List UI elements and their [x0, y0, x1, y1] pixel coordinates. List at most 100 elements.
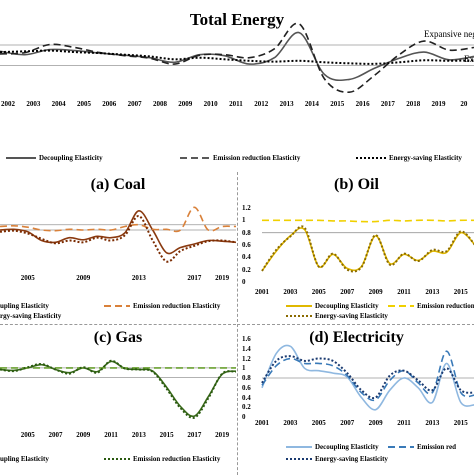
y-tick-label: 0.8 — [242, 228, 251, 237]
y-tick-label: 1.4 — [242, 344, 251, 353]
legend-item: rgy-saving Elasticity — [0, 312, 62, 320]
x-tick-label: 2001 — [255, 288, 269, 296]
x-tick-label: 2008 — [152, 100, 167, 108]
x-tick-label: 2007 — [340, 419, 355, 427]
panel-oil: (b) Oil 2001 2003 2005 2007 2009 2011 2013 2015… — [237, 172, 474, 322]
y-tick-label: 1 — [242, 216, 246, 225]
x-tick-label: 2011 — [104, 431, 118, 439]
legend-item: Energy-saving Elasticity — [286, 455, 388, 463]
x-tick-label: 2013 — [131, 274, 146, 282]
annotation: Ex — [464, 54, 474, 64]
series-line — [261, 344, 474, 411]
x-tick-label: 2015 — [330, 100, 345, 108]
y-tick-label: 1.2 — [242, 204, 251, 212]
y-tick-label: 0.8 — [242, 374, 251, 382]
x-tick-label: 20 — [460, 100, 468, 108]
x-tick-label: 2015 — [453, 288, 468, 296]
panel-total-energy: Total Energy Expansive neg Ex 2002 2003 20… — [0, 0, 474, 170]
x-tick-label: 2014 — [304, 100, 319, 108]
legend-item: Emission reduction Elasticity — [180, 154, 301, 162]
x-tick-label: 2019 — [215, 431, 230, 439]
series-line — [261, 350, 474, 402]
x-tick-label: 2011 — [397, 288, 411, 296]
panel-gas: (c) Gas 2005 2007 2009 2011 2013 2015 2017 2019… — [0, 324, 236, 475]
y-tick-label: 0.6 — [242, 241, 251, 249]
x-tick-label: 2009 — [368, 419, 383, 427]
x-tick-label: 2017 — [187, 431, 202, 439]
legend-item: Emission reduction Elasticity — [104, 302, 221, 310]
series-line — [261, 219, 474, 223]
chart-title: (d) Electricity — [309, 329, 404, 346]
y-tick-label: 0.2 — [242, 403, 251, 412]
panel-electricity: (d) Electricity 2001 2003 2005 2007 2009 2011… — [237, 324, 474, 475]
x-tick-label: 2015 — [159, 431, 174, 439]
x-tick-label: 2017 — [187, 274, 202, 282]
plot-area — [0, 22, 474, 94]
series-line — [0, 206, 236, 233]
x-tick-label: 2003 — [283, 288, 298, 296]
y-tick-label: 0 — [242, 413, 246, 421]
series-line — [0, 210, 236, 255]
y-tick-label: 1.6 — [242, 335, 251, 343]
x-tick-label: 2003 — [283, 419, 298, 427]
plot-area — [261, 344, 474, 411]
x-tick-label: 2001 — [255, 419, 269, 427]
x-tick-label: 2013 — [279, 100, 294, 108]
series-line — [0, 49, 474, 65]
series-line — [261, 227, 474, 272]
legend-item: upling Elasticity — [0, 302, 49, 310]
x-tick-label: 2006 — [102, 100, 117, 108]
y-tick-label: 0.6 — [242, 383, 251, 392]
x-tick-label: 2005 — [20, 431, 35, 439]
x-tick-label: 2004 — [51, 100, 66, 108]
chart-title: (b) Oil — [334, 176, 379, 193]
plot-area — [261, 219, 474, 273]
legend-item: Decoupling Elasticity — [286, 443, 379, 451]
series-line — [0, 22, 474, 94]
y-tick-label: 0 — [242, 278, 246, 286]
x-tick-label: 2007 — [127, 100, 142, 108]
x-tick-label: 2013 — [131, 431, 146, 439]
x-tick-label: 2011 — [229, 100, 243, 108]
x-tick-label: 2018 — [406, 100, 421, 108]
y-tick-label: 0.4 — [242, 393, 251, 402]
series-line — [261, 355, 474, 400]
x-tick-label: 2012 — [254, 100, 269, 108]
legend-item: Emission reduction — [388, 302, 474, 310]
series-line — [0, 359, 236, 419]
x-tick-label: 2019 — [215, 274, 230, 282]
plot-area — [0, 206, 236, 263]
annotation: Expansive neg — [424, 29, 474, 39]
legend-item: Energy-saving Elasticity — [286, 312, 388, 320]
y-tick-label: 1 — [242, 364, 246, 373]
chart-title: (a) Coal — [90, 176, 146, 193]
legend-item: Energy-saving Elasticity — [356, 154, 462, 162]
x-tick-label: 2005 — [20, 274, 35, 282]
x-tick-label: 2005 — [311, 288, 326, 296]
x-tick-label: 2010 — [203, 100, 218, 108]
x-tick-label: 2003 — [26, 100, 41, 108]
y-tick-label: 1.2 — [242, 354, 251, 363]
x-tick-label: 2009 — [76, 431, 91, 439]
x-tick-label: 2009 — [368, 288, 383, 296]
x-tick-label: 2007 — [340, 288, 355, 296]
x-tick-label: 2017 — [380, 100, 395, 108]
x-tick-label: 2011 — [397, 419, 411, 427]
y-tick-label: 0.2 — [242, 265, 251, 274]
panel-coal: (a) Coal 2005 2009 2013 2017 2019 upling Ela… — [0, 172, 236, 322]
plot-area — [0, 359, 236, 419]
legend-item: Emission red — [388, 443, 456, 451]
x-tick-label: 2015 — [453, 419, 468, 427]
x-tick-label: 2007 — [48, 431, 63, 439]
x-tick-label: 2009 — [76, 274, 91, 282]
x-tick-label: 2013 — [425, 288, 440, 296]
legend-item: upling Elasticity — [0, 455, 49, 463]
series-line — [0, 360, 236, 418]
x-tick-label: 2013 — [425, 419, 440, 427]
x-tick-label: 2005 — [311, 419, 326, 427]
y-tick-label: 0.4 — [242, 253, 251, 262]
x-tick-label: 2019 — [431, 100, 446, 108]
x-tick-label: 2005 — [76, 100, 91, 108]
chart-title: (c) Gas — [93, 329, 143, 346]
chart-title: Total Energy — [189, 10, 285, 29]
